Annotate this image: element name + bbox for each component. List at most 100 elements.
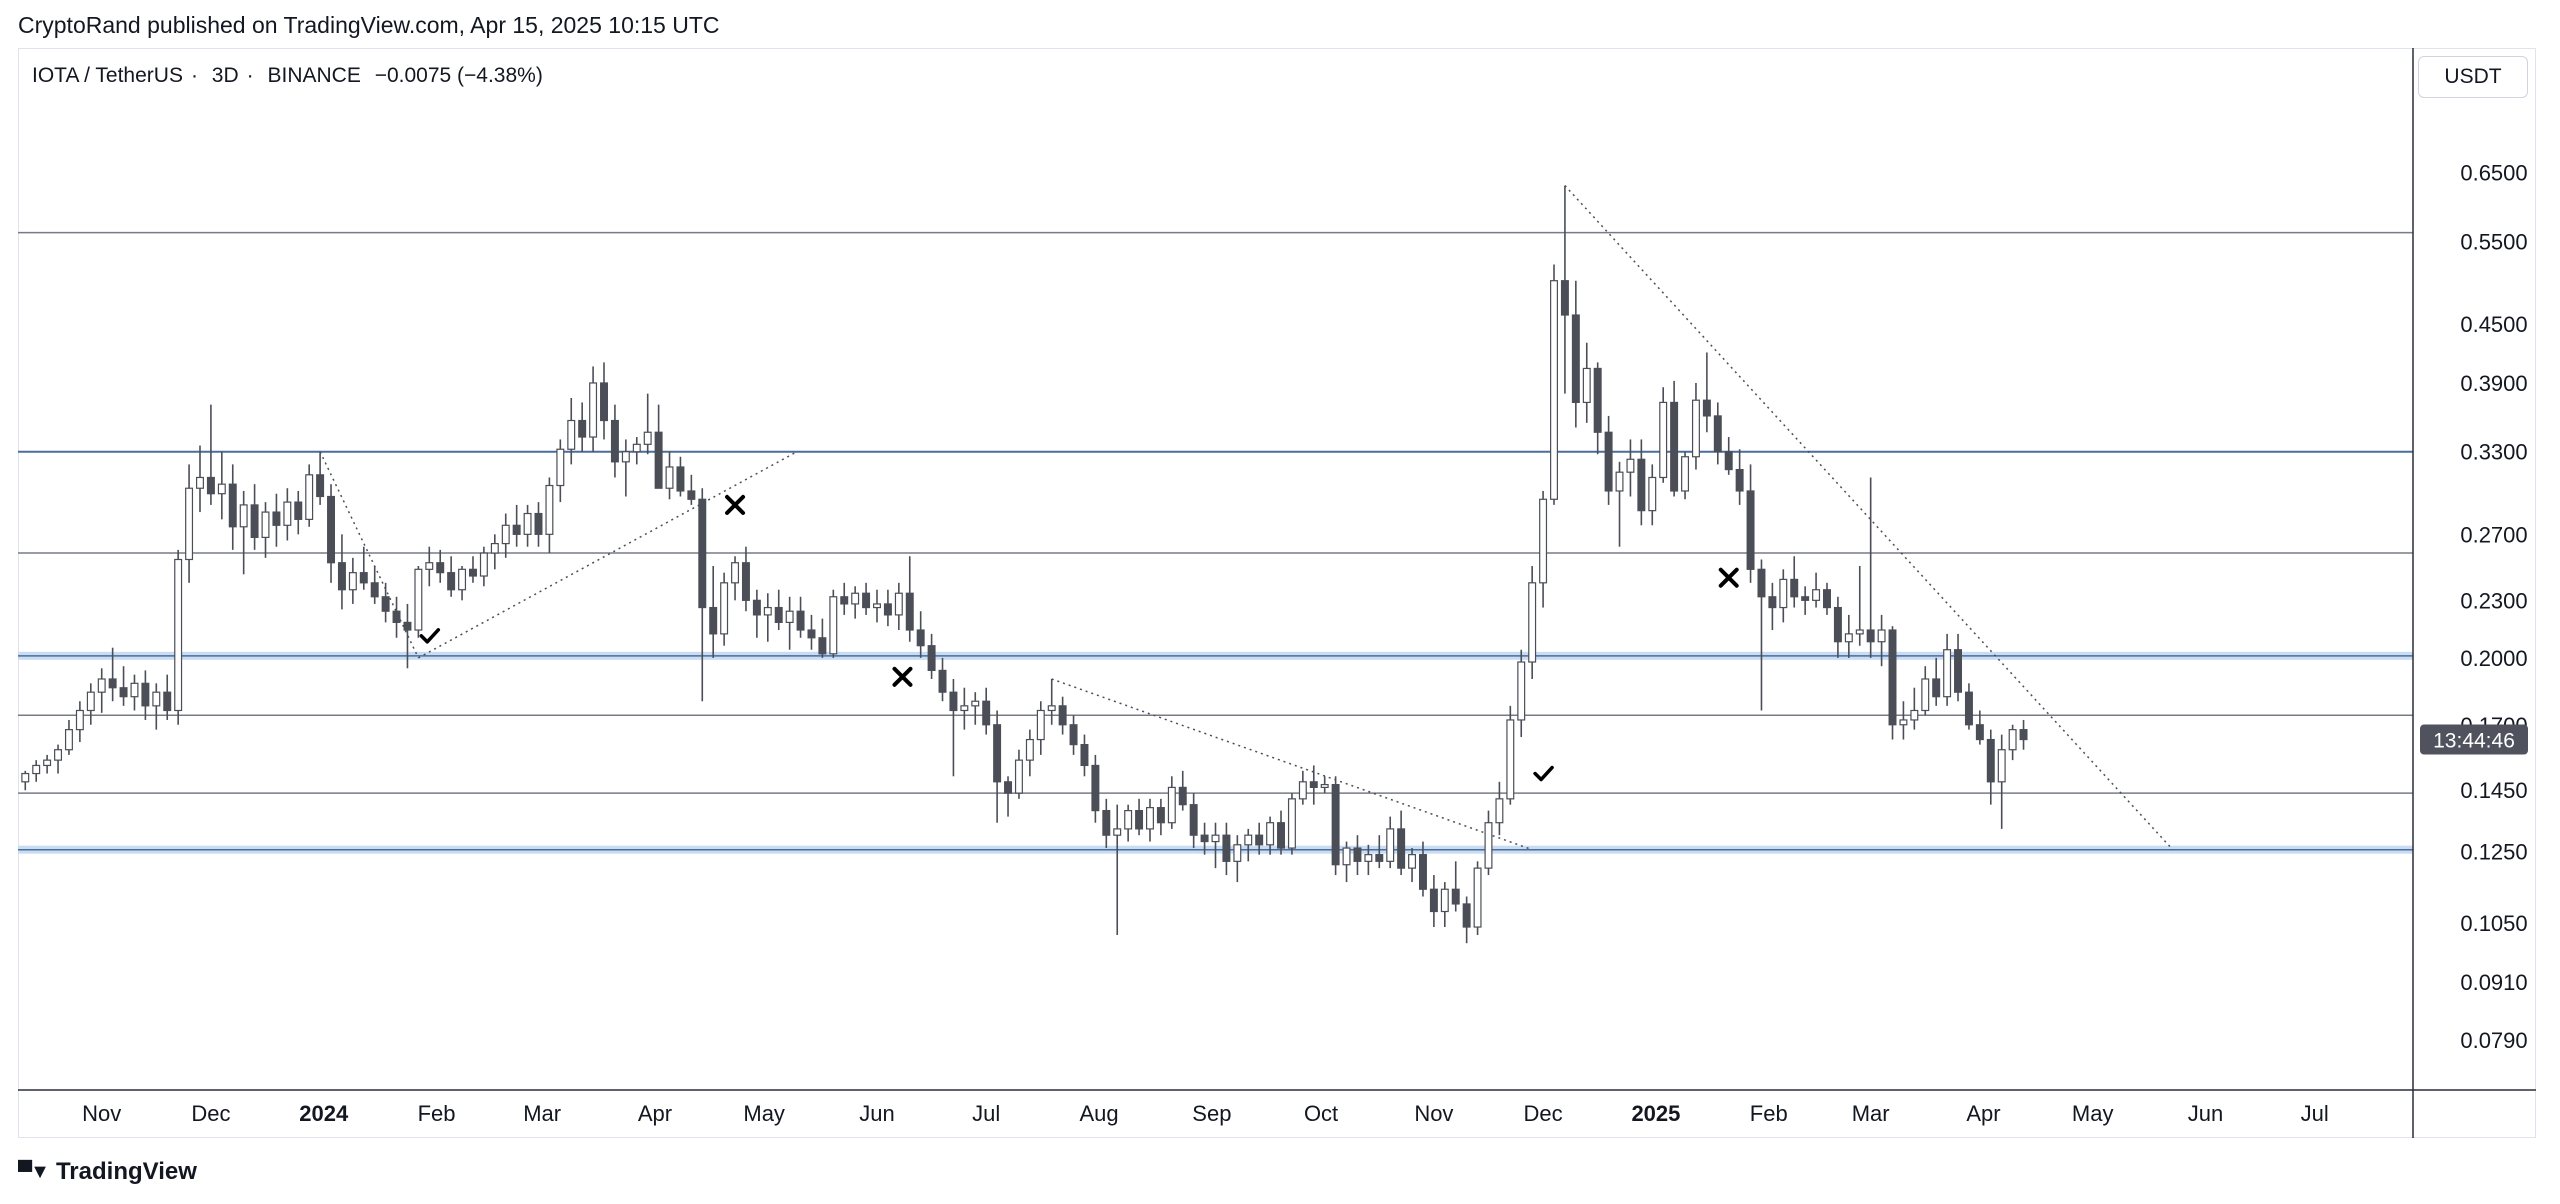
- candle-body: [1287, 798, 1296, 849]
- candle-bull: [1014, 749, 1023, 799]
- axes: 0.80000.65000.55000.45000.39000.33000.27…: [18, 48, 2536, 1138]
- candle-bull: [589, 366, 598, 452]
- candle-body: [21, 772, 30, 783]
- y-tick-label: 0.1250: [2460, 839, 2527, 864]
- candle-body: [1702, 399, 1711, 417]
- candle-bull: [1648, 464, 1657, 526]
- chart-plot-area[interactable]: 0.80000.65000.55000.45000.39000.33000.27…: [18, 48, 2536, 1138]
- candle-bear: [1135, 798, 1144, 836]
- candle-body: [163, 691, 172, 712]
- candle-bull: [763, 593, 772, 642]
- candle-bear: [163, 674, 172, 720]
- candle-bull: [1211, 822, 1220, 869]
- horizontal-levels: [18, 231, 2413, 854]
- symbol-legend[interactable]: IOTA / TetherUS · 3D · BINANCE −0.0075 (−4…: [32, 64, 551, 88]
- candle-bear: [1593, 362, 1602, 455]
- candle-bear: [1222, 822, 1231, 876]
- candle-body: [1277, 822, 1286, 849]
- tradingview-logo[interactable]: ▀▼ TradingView: [18, 1158, 197, 1186]
- candle-bear: [1604, 415, 1613, 505]
- candle-bear: [272, 493, 281, 547]
- candle-body: [960, 705, 969, 712]
- candle-bull: [217, 451, 226, 520]
- candle-bear: [578, 402, 587, 452]
- candle-bear: [1091, 754, 1100, 823]
- candle-body: [316, 474, 325, 498]
- candle-bull: [643, 393, 652, 455]
- candle-body: [676, 466, 685, 492]
- candle-bull: [1266, 816, 1275, 855]
- x-tick-label: Feb: [418, 1101, 456, 1126]
- candle-body: [1418, 854, 1427, 890]
- candle-body: [796, 610, 805, 631]
- y-tick-label: 0.3300: [2460, 440, 2527, 465]
- candle-bear: [1331, 776, 1340, 876]
- y-tick-label: 0.1050: [2460, 911, 2527, 936]
- candle-body: [1200, 834, 1209, 843]
- separator-dot: ·: [190, 64, 198, 87]
- candle-bull: [1506, 705, 1515, 805]
- candle-body: [1451, 888, 1460, 905]
- candle-body: [1473, 867, 1482, 928]
- x-tick-label: Oct: [1304, 1101, 1338, 1126]
- candle-body: [119, 687, 128, 698]
- candle-body: [359, 572, 368, 584]
- candle-body: [938, 669, 947, 693]
- candle-bear: [1757, 559, 1766, 711]
- candle-bull: [501, 513, 510, 558]
- candle-body: [217, 483, 226, 495]
- x-tick-label: Jul: [2301, 1101, 2329, 1126]
- currency-button[interactable]: USDT: [2418, 56, 2528, 98]
- x-tick-label: Feb: [1750, 1101, 1788, 1126]
- brand-name: TradingView: [55, 1158, 197, 1185]
- candle-bear: [1670, 380, 1679, 497]
- candle-bear: [1418, 841, 1427, 897]
- candle-body: [1681, 456, 1690, 492]
- candle-bull: [1047, 678, 1056, 725]
- candle-body: [152, 691, 161, 707]
- candle-bull: [1517, 649, 1526, 738]
- candle-body: [392, 610, 401, 623]
- candle-bear: [883, 589, 892, 627]
- candle-body: [1353, 847, 1362, 862]
- candle-body: [610, 419, 619, 463]
- candle-body: [818, 637, 827, 655]
- candle-body: [239, 504, 248, 528]
- candle-body: [1986, 738, 1995, 783]
- candle-body: [578, 419, 587, 438]
- x-tick-label: May: [743, 1101, 785, 1126]
- candle-body: [1735, 468, 1744, 492]
- candle-bull: [196, 445, 204, 513]
- candle-bear: [436, 549, 445, 583]
- symbol-pair[interactable]: IOTA / TetherUS: [32, 64, 183, 87]
- candle-bull: [1997, 734, 2006, 829]
- candle-body: [1724, 451, 1733, 471]
- candle-bull: [1440, 882, 1449, 928]
- candle-body: [206, 476, 215, 495]
- candle-bear: [1888, 626, 1897, 740]
- candle-bull: [567, 398, 576, 465]
- candle-bear: [1975, 710, 1984, 745]
- candle-body: [228, 483, 237, 528]
- candle-bull: [1943, 633, 1952, 706]
- candle-bear: [141, 670, 150, 720]
- candle-body: [1659, 401, 1668, 479]
- candle-body: [479, 552, 488, 577]
- y-tick-label: 0.0790: [2460, 1028, 2527, 1053]
- candle-body: [600, 382, 608, 422]
- candle-body: [720, 582, 729, 635]
- candle-bear: [1156, 798, 1165, 836]
- candle-body: [1298, 781, 1307, 800]
- candle-bull: [64, 719, 73, 755]
- symbol-timeframe[interactable]: 3D: [211, 64, 239, 87]
- candle-body: [905, 592, 914, 631]
- candle-body: [567, 419, 576, 450]
- candle-body: [1790, 578, 1799, 598]
- candle-body: [348, 572, 357, 591]
- candle-bull: [54, 744, 63, 774]
- candlestick-chart[interactable]: 0.80000.65000.55000.45000.39000.33000.27…: [18, 48, 2536, 1138]
- y-tick-label: 0.3900: [2460, 371, 2527, 396]
- candle-body: [1069, 724, 1078, 746]
- candle-bear: [916, 611, 925, 658]
- candle-bear: [1004, 776, 1013, 817]
